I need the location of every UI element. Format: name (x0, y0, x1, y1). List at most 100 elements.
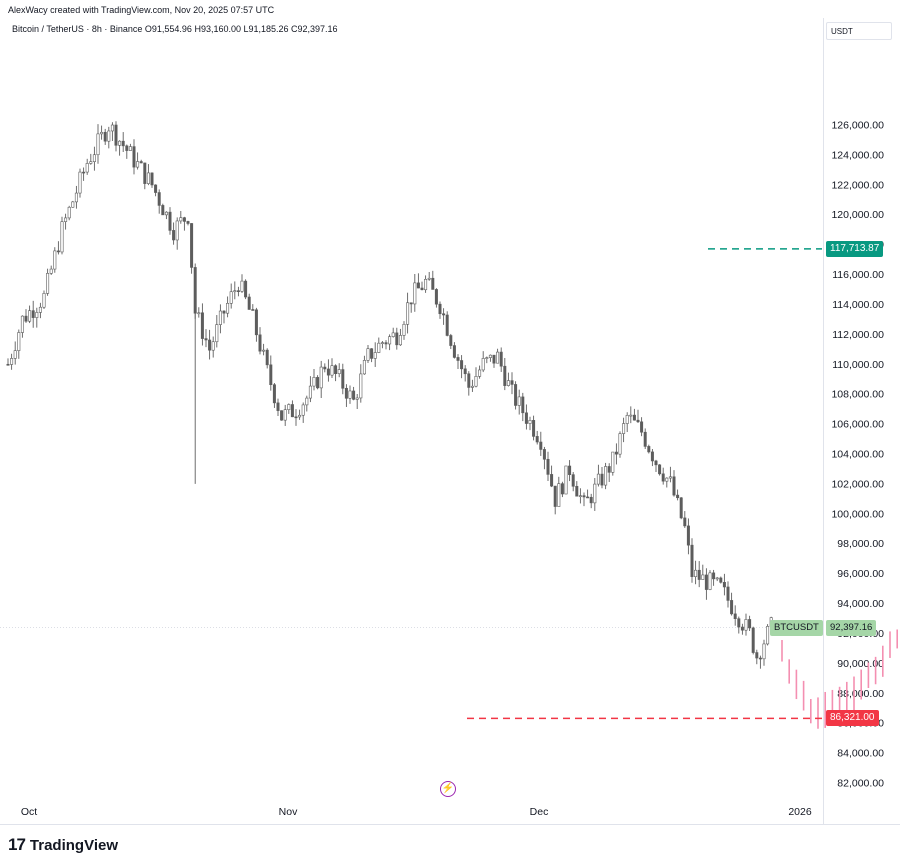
candle-body (460, 360, 464, 370)
candle-body (226, 303, 230, 314)
candle-body (391, 332, 395, 337)
candle-body (370, 348, 374, 359)
candle-body (730, 600, 734, 615)
candle-body (197, 312, 201, 315)
candle-body (78, 171, 82, 194)
y-tick-label: 112,000.00 (832, 329, 884, 341)
candle-body (665, 477, 669, 482)
support-price-badge: 86,321.00 (826, 710, 879, 727)
tradingview-logo[interactable]: 17 TradingView (8, 835, 118, 855)
candle-body (499, 351, 503, 367)
candle-body (265, 349, 269, 366)
candle-body (697, 569, 701, 580)
candle-body (395, 332, 399, 346)
candle-body (589, 496, 593, 504)
candle-body (254, 309, 258, 336)
candle-body (535, 436, 539, 443)
candle-body (330, 365, 334, 376)
candle-body (64, 217, 68, 222)
candle-body (13, 350, 17, 359)
candle-body (514, 384, 518, 406)
candle-body (676, 494, 680, 499)
lightning-icon[interactable]: ⚡ (440, 781, 456, 797)
candle-body (132, 146, 136, 168)
candle-body (715, 577, 719, 580)
candle-body (251, 309, 255, 311)
candle-body (409, 302, 413, 305)
y-tick-label: 122,000.00 (831, 179, 884, 191)
x-tick-label: Dec (530, 806, 549, 818)
candle-body (553, 485, 557, 507)
candle-body (283, 409, 287, 421)
candle-body (316, 377, 320, 389)
currency-selector[interactable]: USDT (826, 22, 892, 40)
candle-body (301, 404, 305, 416)
candle-body (190, 223, 194, 268)
candle-body (679, 497, 683, 519)
candle-body (67, 206, 71, 219)
candle-body (672, 476, 676, 496)
candle-body (658, 464, 662, 475)
candle-body (294, 416, 298, 419)
y-tick-label: 82,000.00 (837, 778, 884, 790)
y-tick-label: 96,000.00 (837, 568, 884, 580)
symbol-info: Bitcoin / TetherUS · 8h · Binance O91,55… (12, 24, 338, 34)
candle-body (431, 277, 435, 290)
candle-body (442, 313, 446, 316)
y-tick-label: 102,000.00 (831, 478, 884, 490)
candle-body (438, 303, 442, 315)
candle-body (377, 342, 381, 353)
candle-body (632, 414, 636, 421)
candle-body (121, 140, 125, 147)
candle-body (474, 376, 478, 387)
candle-body (647, 446, 651, 453)
candle-body (762, 643, 766, 660)
y-tick-label: 126,000.00 (831, 120, 884, 132)
candle-body (344, 387, 348, 399)
candle-body (481, 358, 485, 371)
target-price-badge: 117,713.87 (826, 240, 884, 257)
candle-body (722, 582, 726, 588)
candle-body (604, 466, 608, 486)
candle-body (420, 287, 424, 291)
candle-body (96, 133, 100, 156)
y-tick-label: 98,000.00 (837, 538, 884, 550)
candle-body (341, 369, 345, 389)
candle-body (704, 574, 708, 590)
tradingview-mark-icon: 17 (8, 835, 26, 854)
candle-body (366, 348, 370, 361)
candle-body (708, 572, 712, 590)
candle-body (118, 140, 122, 146)
candle-body (751, 627, 755, 653)
candle-body (496, 351, 500, 364)
candle-body (200, 312, 204, 339)
candle-body (276, 402, 280, 411)
candle-body (258, 334, 262, 352)
candle-body (74, 192, 78, 203)
candle-body (528, 420, 532, 424)
candle-body (478, 369, 482, 377)
candle-body (71, 201, 75, 208)
candle-body (661, 473, 665, 482)
candle-body (388, 336, 392, 345)
candle-body (348, 390, 352, 399)
candle-body (506, 380, 510, 386)
candle-body (406, 302, 410, 325)
candle-body (384, 342, 388, 345)
candle-body (60, 221, 64, 253)
y-tick-label: 124,000.00 (831, 149, 884, 161)
candle-body (650, 451, 654, 462)
candle-body (172, 230, 176, 241)
candle-body (136, 161, 140, 168)
candle-body (568, 465, 572, 475)
candle-body (690, 544, 694, 577)
candle-body (290, 404, 294, 418)
candle-body (629, 414, 633, 417)
candle-body (758, 657, 762, 660)
candle-body (125, 145, 129, 151)
candle-body (334, 365, 338, 375)
candle-body (168, 211, 172, 231)
candle-body (262, 349, 266, 352)
candle-body (326, 368, 330, 376)
